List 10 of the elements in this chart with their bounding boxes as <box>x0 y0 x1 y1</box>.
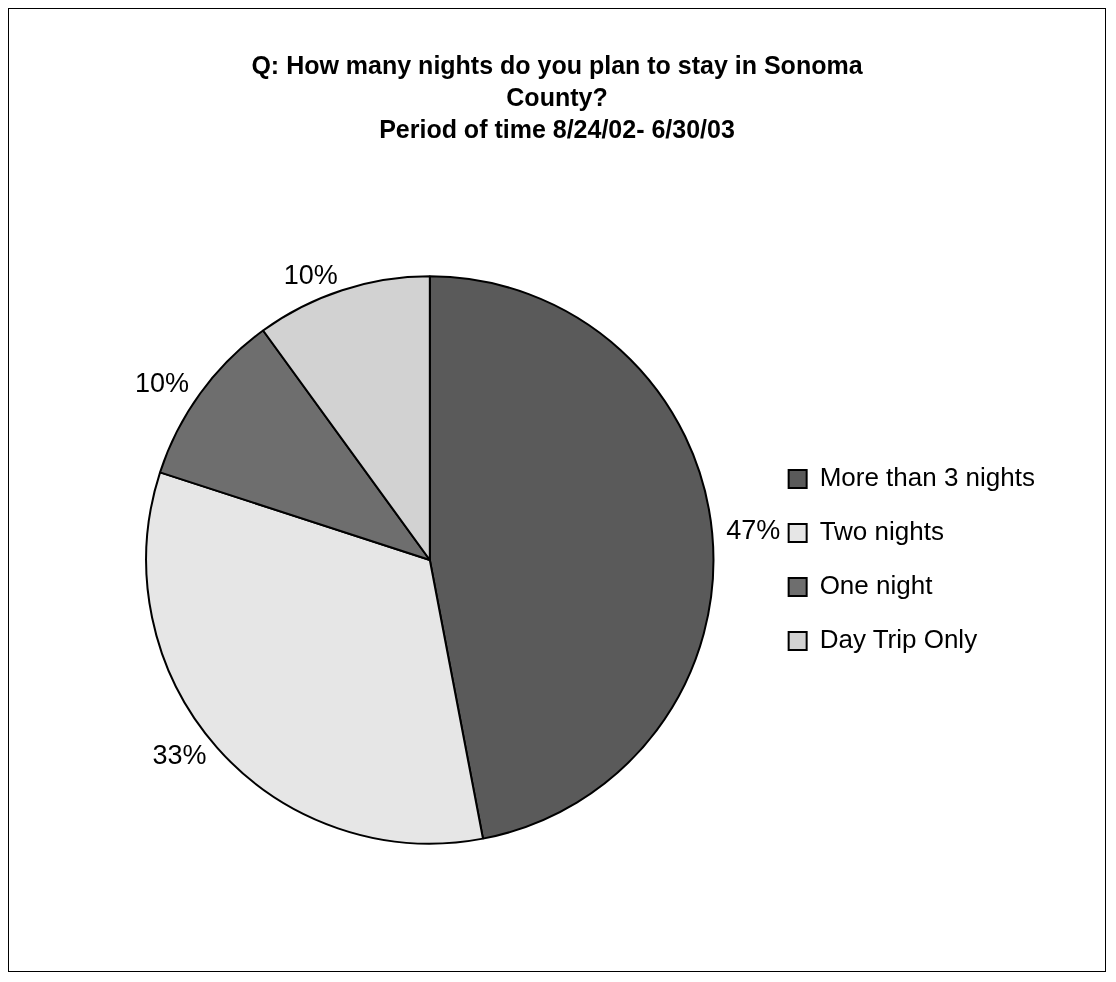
legend-label: Day Trip Only <box>819 624 978 655</box>
data-label: 33% <box>152 740 207 771</box>
chart-title: Q: How many nights do you plan to stay in Sonoma County? <box>250 50 864 113</box>
legend-label: One night <box>819 570 934 601</box>
data-label: 10% <box>134 368 190 399</box>
legend-label: Two nights <box>819 516 944 547</box>
data-label: 47% <box>726 515 781 546</box>
legend-label: More than 3 nights <box>819 462 1036 493</box>
chart-subtitle: Period of time 8/24/02- 6/30/03 <box>378 114 736 145</box>
data-label: 10% <box>283 260 338 291</box>
